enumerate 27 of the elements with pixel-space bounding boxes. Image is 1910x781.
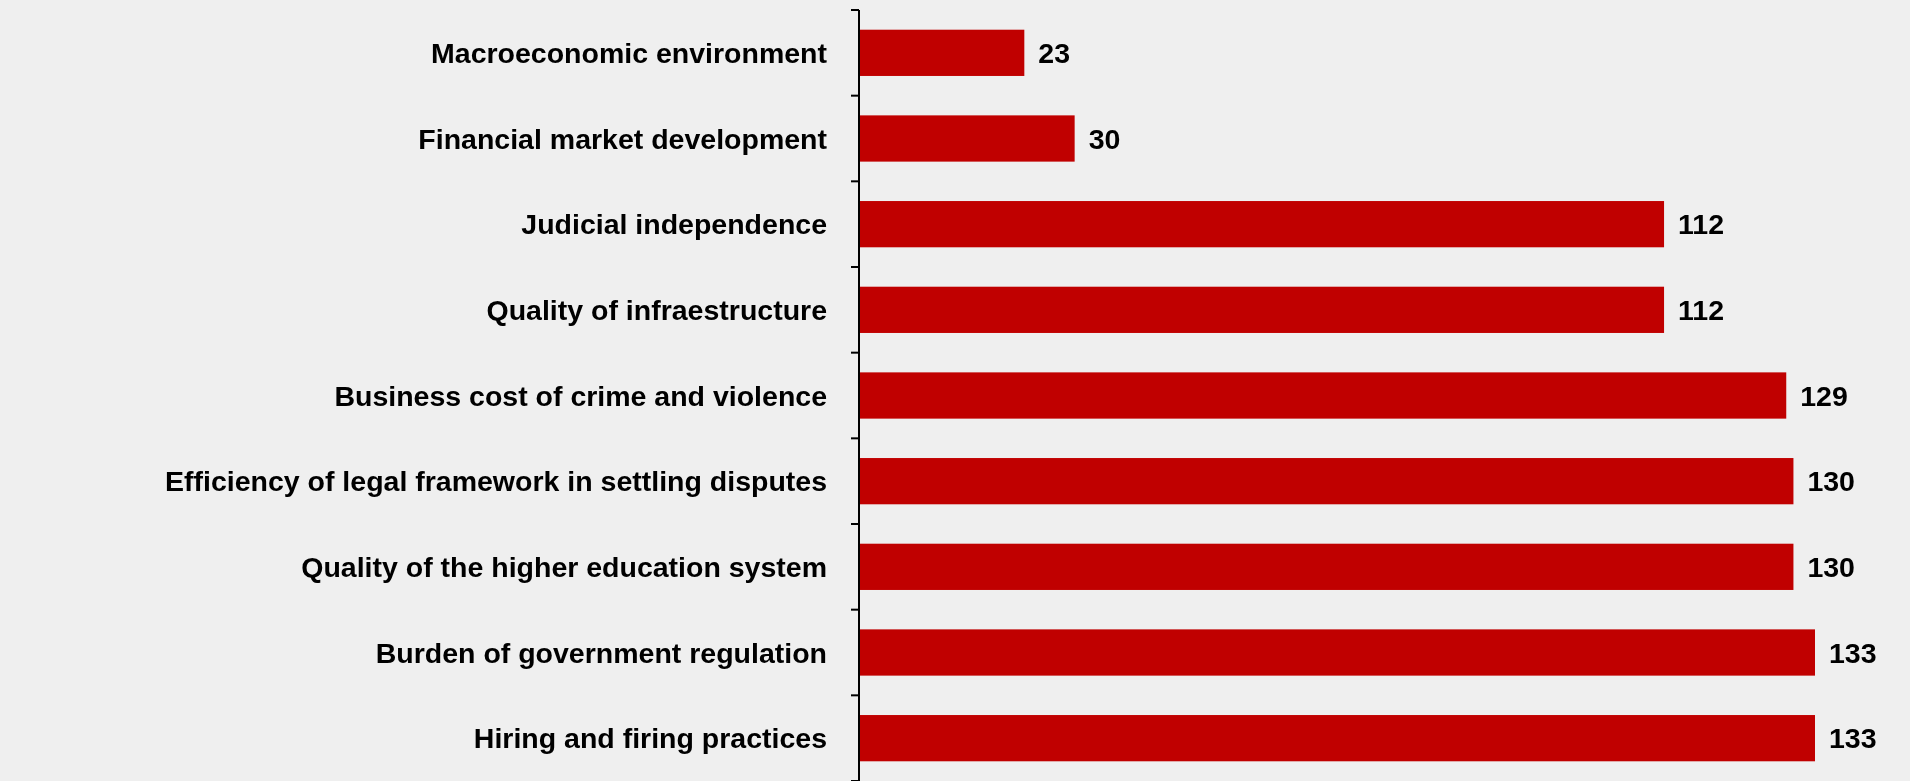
bar [859, 201, 1665, 248]
data-label: 129 [1800, 379, 1848, 412]
bar [859, 286, 1665, 333]
data-label: 133 [1829, 636, 1877, 669]
y-tick-label: Financial market development [418, 122, 828, 155]
data-label: 23 [1038, 36, 1071, 69]
data-label: 112 [1678, 293, 1725, 326]
y-tick-label: Quality of infraestructure [486, 293, 827, 326]
y-tick-label: Macroeconomic environment [431, 36, 828, 69]
bar [859, 629, 1815, 676]
bar [859, 715, 1815, 762]
y-tick-label: Judicial independence [521, 208, 827, 241]
y-tick-label: Burden of government regulation [375, 636, 827, 669]
bar [859, 458, 1794, 505]
bar [859, 115, 1075, 162]
data-label: 133 [1829, 722, 1877, 755]
y-tick-label: Efficiency of legal framework in settling disputes [165, 465, 827, 498]
y-tick-label: Business cost of crime and violence [334, 379, 827, 412]
data-label: 30 [1088, 122, 1121, 155]
data-label: 130 [1807, 550, 1855, 583]
data-label: 112 [1678, 208, 1725, 241]
bar [859, 29, 1025, 76]
data-label: 130 [1807, 465, 1855, 498]
y-tick-label: Hiring and firing practices [473, 722, 827, 755]
bar [859, 372, 1787, 419]
bar [859, 543, 1794, 590]
y-tick-label: Quality of the higher education system [301, 550, 827, 583]
